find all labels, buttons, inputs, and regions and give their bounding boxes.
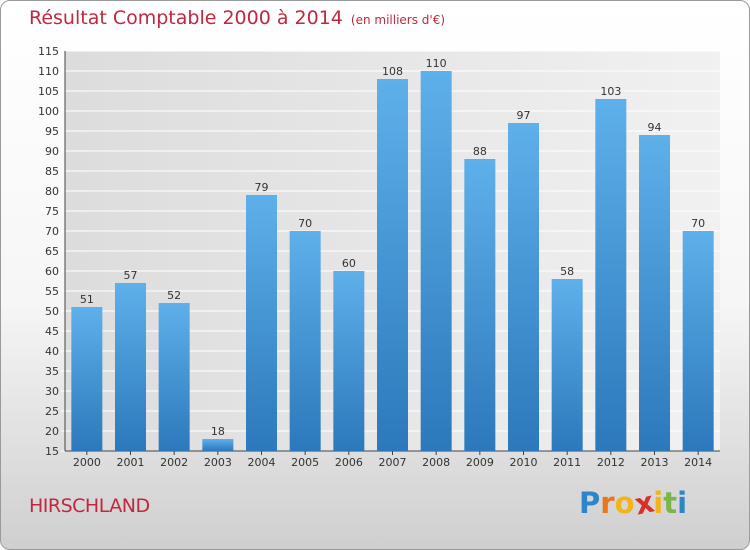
bar [115,283,146,451]
bar [333,271,365,451]
y-tick-label: 40 [45,345,59,358]
bar [551,279,583,451]
y-tick-label: 70 [45,225,59,238]
bar-value-label: 108 [382,65,403,78]
x-tick-label: 2007 [379,456,407,469]
y-tick-label: 85 [45,165,59,178]
y-tick-label: 25 [45,405,59,418]
y-tick-label: 110 [38,65,59,78]
y-tick-label: 115 [38,45,59,58]
x-tick-label: 2013 [641,456,669,469]
y-tick-label: 105 [38,85,59,98]
x-tick-label: 2012 [597,456,625,469]
bar [508,123,539,451]
x-tick-label: 2006 [335,456,363,469]
x-tick-label: 2004 [248,456,276,469]
logo-letter: t [663,486,678,520]
x-tick-label: 2014 [684,456,712,469]
bar-value-label: 58 [560,265,574,278]
bar [682,231,714,451]
bar-value-label: 18 [211,425,225,438]
commune-name: HIRSCHLAND [29,495,150,517]
bar [377,79,408,451]
y-tick-label: 55 [45,285,59,298]
y-tick-label: 80 [45,185,59,198]
bar [639,135,670,451]
logo-letter: i [677,486,688,520]
y-tick-label: 20 [45,425,59,438]
logo-letter: r [600,486,615,520]
chart-title: Résultat Comptable 2000 à 2014 (en millie… [29,7,445,29]
chart-title-text: Résultat Comptable 2000 à 2014 [29,7,343,29]
bar [289,231,321,451]
proxiti-logo: Proxiti [579,484,688,521]
bar [158,303,190,451]
logo-letter: o [614,486,635,520]
bar-value-label: 79 [255,181,269,194]
bar-value-label: 51 [80,293,94,306]
bar-value-label: 52 [167,289,181,302]
y-tick-label: 45 [45,325,59,338]
bar-value-label: 103 [600,85,621,98]
bar [202,439,234,451]
bar-value-label: 88 [473,145,487,158]
bar-value-label: 110 [426,57,447,70]
x-tick-label: 2005 [291,456,319,469]
y-tick-label: 75 [45,205,59,218]
x-tick-label: 2009 [466,456,494,469]
y-tick-label: 65 [45,245,59,258]
x-tick-label: 2001 [117,456,145,469]
bar [595,99,627,451]
x-tick-label: 2011 [553,456,581,469]
bar [464,159,496,451]
bar-value-label: 70 [298,217,312,230]
bar-value-label: 97 [517,109,531,122]
y-tick-label: 95 [45,125,59,138]
x-tick-label: 2008 [422,456,450,469]
y-tick-label: 35 [45,365,59,378]
bar [420,71,452,451]
chart-subtitle: (en milliers d'€) [350,13,446,27]
bar-value-label: 70 [691,217,705,230]
y-tick-label: 60 [45,265,59,278]
x-tick-label: 2002 [160,456,188,469]
bar-value-label: 57 [124,269,138,282]
x-tick-label: 2010 [510,456,538,469]
y-tick-label: 100 [38,105,59,118]
y-tick-label: 30 [45,385,59,398]
bar-chart: 15 20 25 30 35 40 45 50 55 60 65 70 75 80 85 90 95 100 105… [38,45,720,469]
x-tick-label: 2000 [73,456,101,469]
bar-value-label: 60 [342,257,356,270]
logo-letter: i [653,486,664,520]
logo-letter: P [579,486,601,520]
x-tick-label: 2003 [204,456,232,469]
bar-value-label: 94 [648,121,662,134]
y-tick-label: 50 [45,305,59,318]
bar [71,307,103,451]
y-tick-label: 90 [45,145,59,158]
y-tick-label: 15 [45,445,59,458]
bar [246,195,277,451]
